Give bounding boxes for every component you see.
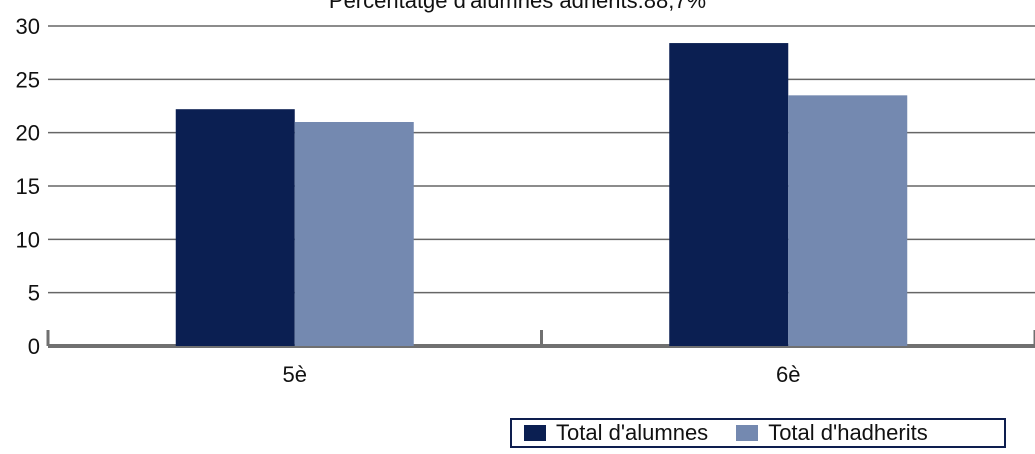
- y-tick-label: 15: [16, 174, 40, 199]
- legend: Total d'alumnes Total d'hadherits: [510, 418, 1006, 448]
- legend-swatch-total-hadherits: [736, 425, 759, 441]
- bar-total-hadherits-1: [294, 122, 414, 346]
- y-tick-label: 0: [28, 334, 40, 359]
- bar-total-alumnes-1: [175, 109, 295, 346]
- x-category-label: 5è: [283, 362, 307, 387]
- y-tick-label: 5: [28, 281, 40, 306]
- chart-title: Percentatge d'alumnes adherits:88,7%: [328, 0, 707, 13]
- bar-total-hadherits-2: [788, 95, 908, 346]
- y-tick-label: 30: [16, 14, 40, 39]
- bar-total-alumnes-2: [669, 43, 789, 347]
- legend-item-total-hadherits: Total d'hadherits: [736, 420, 928, 446]
- legend-label-total-alumnes: Total d'alumnes: [556, 420, 709, 445]
- y-tick-label: 10: [16, 227, 40, 252]
- y-tick-label: 20: [16, 121, 40, 146]
- legend-item-total-alumnes: Total d'alumnes: [524, 420, 708, 446]
- y-tick-label: 25: [16, 67, 40, 92]
- x-category-label: 6è: [776, 362, 800, 387]
- legend-swatch-total-alumnes: [524, 425, 546, 441]
- legend-label-total-hadherits: Total d'hadherits: [768, 420, 928, 445]
